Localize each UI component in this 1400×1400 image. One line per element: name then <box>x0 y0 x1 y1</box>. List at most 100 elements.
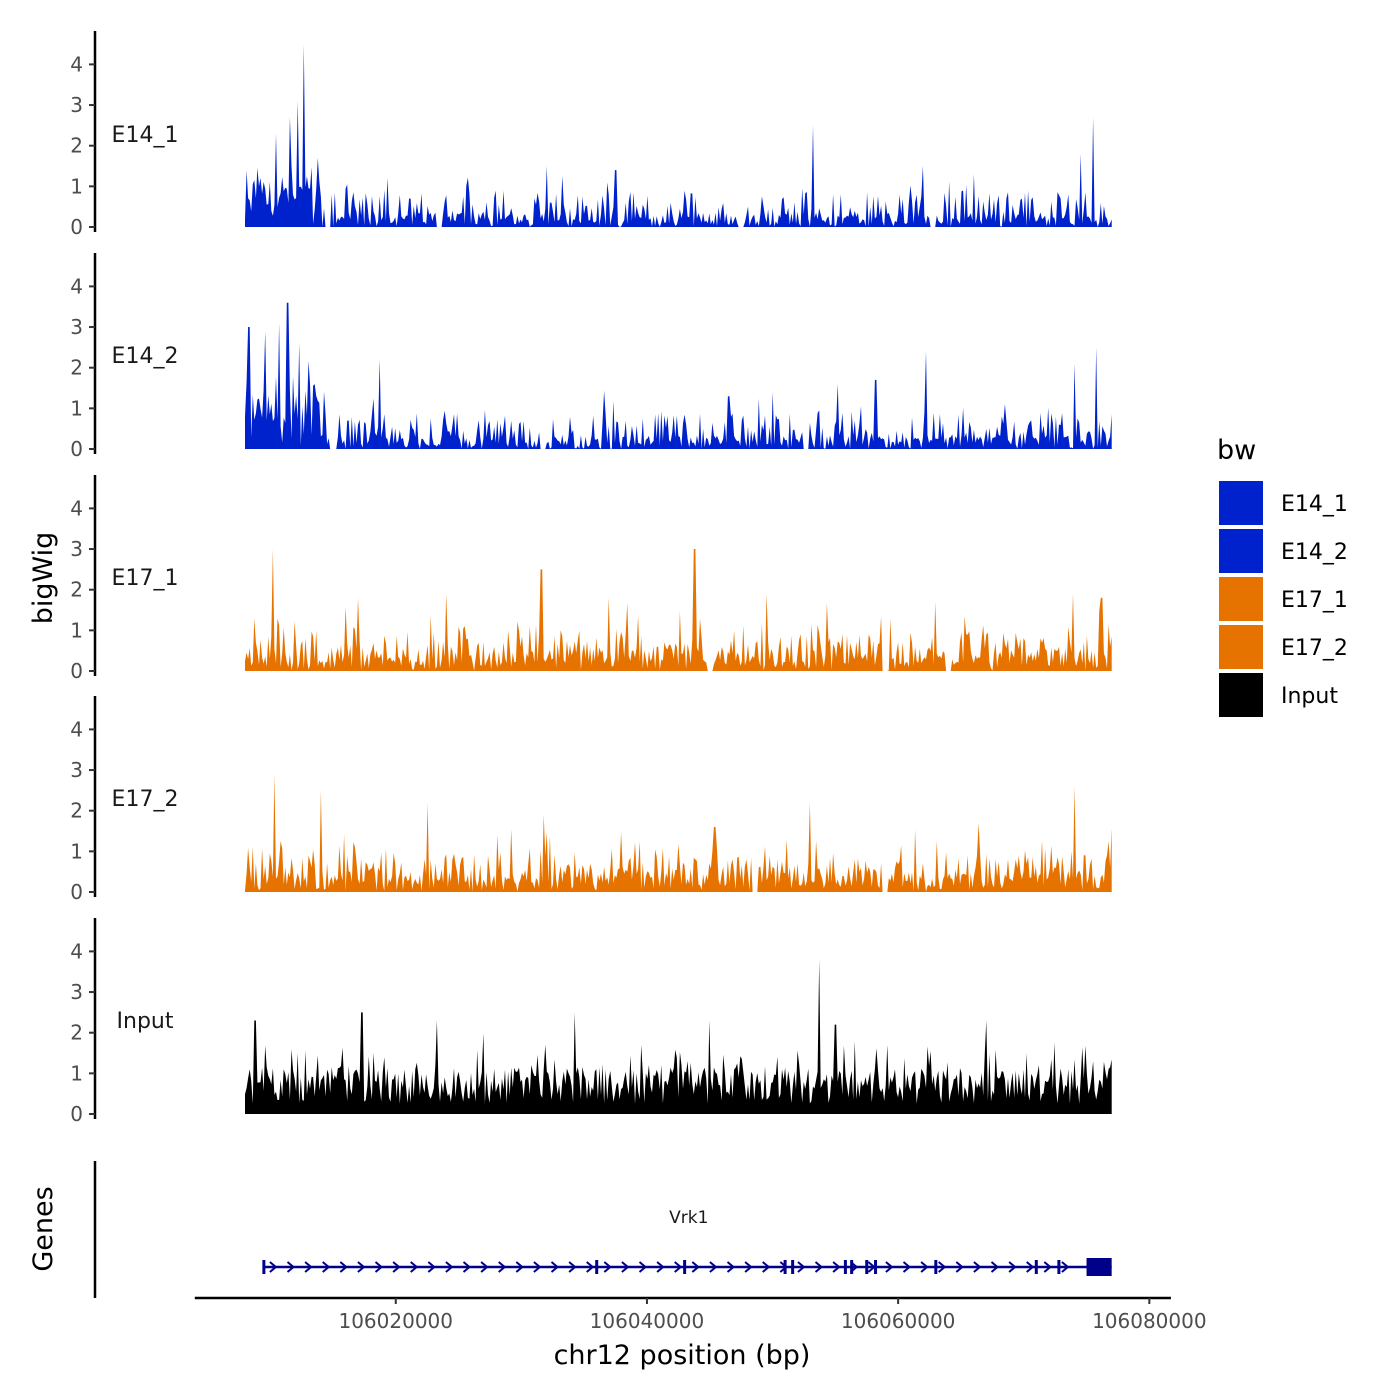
strand-arrow <box>1008 1261 1017 1273</box>
y-tick-label: 2 <box>70 799 83 823</box>
legend-label: E14_2 <box>1281 540 1348 565</box>
y-tick-label: 4 <box>70 939 83 963</box>
y-tick-label: 3 <box>70 758 83 782</box>
track-label: E17_1 <box>112 566 179 591</box>
strand-arrow <box>990 1261 1000 1273</box>
strand-arrow <box>621 1261 630 1273</box>
strand-arrow <box>938 1261 947 1273</box>
strand-arrow <box>709 1261 718 1273</box>
exon <box>1057 1260 1061 1274</box>
track-Input: 0 1 2 3 4 Input <box>70 918 1112 1126</box>
strand-arrow <box>744 1261 753 1273</box>
strand-arrow <box>304 1261 313 1273</box>
legend-label: E14_1 <box>1281 492 1348 517</box>
strand-arrow <box>656 1261 665 1273</box>
x-tick-label: 106060000 <box>841 1309 956 1333</box>
strand-arrow <box>1043 1261 1052 1273</box>
gene-cds-block <box>1086 1258 1112 1276</box>
gene-name: Vrk1 <box>669 1208 708 1228</box>
y-tick-label: 4 <box>70 496 83 520</box>
y-tick-label: 0 <box>70 659 83 683</box>
x-axis: 106020000 106040000 106060000 106080000 <box>194 1296 1207 1333</box>
legend-title: bw <box>1217 435 1256 466</box>
strand-arrow <box>410 1261 419 1273</box>
strand-arrow <box>498 1261 507 1273</box>
x-tick-label: 106080000 <box>1092 1309 1207 1333</box>
exon <box>850 1260 854 1274</box>
track-label: E14_2 <box>112 344 179 369</box>
y-tick-label: 3 <box>70 93 83 117</box>
y-tick-label: 2 <box>70 134 83 158</box>
exon <box>865 1260 869 1274</box>
strand-arrow <box>357 1261 366 1273</box>
coverage-area-E17_2 <box>245 774 1112 892</box>
y-tick-label: 1 <box>70 174 83 198</box>
track-E14_1: 0 1 2 3 4 E14_1 <box>70 31 1112 239</box>
exon <box>1034 1260 1038 1274</box>
genes-panel: Vrk1 <box>93 1161 1112 1298</box>
x-tick-label: 106020000 <box>338 1309 453 1333</box>
y-tick-label: 2 <box>70 1021 83 1045</box>
strand-arrow <box>445 1261 454 1273</box>
exon <box>791 1260 795 1274</box>
y-tick-label: 4 <box>70 717 83 741</box>
legend-label: E17_2 <box>1281 636 1348 661</box>
strand-arrow <box>427 1261 436 1273</box>
y-tick-label: 3 <box>70 980 83 1004</box>
strand-arrow <box>392 1261 401 1273</box>
strand-arrow <box>691 1261 700 1273</box>
strand-arrow <box>726 1261 736 1273</box>
y-axis-title: bigWig <box>28 532 59 625</box>
legend-swatch-Input <box>1219 673 1263 717</box>
y-tick-label: 0 <box>70 1102 83 1126</box>
strand-arrow <box>374 1261 384 1273</box>
strand-arrow <box>550 1261 560 1273</box>
tracks-group: 0 1 2 3 4 E14_1 0 1 2 3 4 E14_2 0 1 2 3 4 E17_1 0 1 2 3 4 E17_2… <box>70 31 1112 1126</box>
legend-swatch-E17_1 <box>1219 577 1263 621</box>
legend-label: E17_1 <box>1281 588 1348 613</box>
y-tick-label: 2 <box>70 578 83 602</box>
y-tick-label: 3 <box>70 315 83 339</box>
strand-arrow <box>462 1261 472 1273</box>
strand-arrow <box>638 1261 648 1273</box>
exon <box>934 1260 938 1274</box>
strand-arrow <box>568 1261 577 1273</box>
genes-axis-title: Genes <box>28 1186 59 1271</box>
track-label: E14_1 <box>112 123 179 148</box>
y-tick-label: 0 <box>70 880 83 904</box>
strand-arrow <box>1026 1261 1035 1273</box>
strand-arrow <box>603 1261 612 1273</box>
track-E17_1: 0 1 2 3 4 E17_1 <box>70 475 1112 683</box>
strand-arrow <box>1061 1261 1070 1273</box>
strand-arrow <box>973 1261 982 1273</box>
strand-arrow <box>920 1261 929 1273</box>
strand-arrow <box>885 1261 894 1273</box>
exon <box>262 1260 266 1274</box>
exon <box>783 1260 787 1274</box>
y-tick-label: 3 <box>70 537 83 561</box>
legend-swatch-E14_2 <box>1219 529 1263 573</box>
strand-arrow <box>814 1261 824 1273</box>
coverage-area-Input <box>245 959 1112 1114</box>
track-label: E17_2 <box>112 787 179 812</box>
exon <box>874 1260 878 1274</box>
coverage-area-E14_1 <box>245 44 1112 227</box>
strand-arrow <box>762 1261 771 1273</box>
y-tick-label: 0 <box>70 437 83 461</box>
track-E14_2: 0 1 2 3 4 E14_2 <box>70 253 1112 461</box>
y-tick-label: 0 <box>70 215 83 239</box>
y-tick-label: 4 <box>70 52 83 76</box>
strand-arrow <box>902 1261 912 1273</box>
legend-swatch-E14_1 <box>1219 481 1263 525</box>
strand-arrow <box>533 1261 542 1273</box>
coverage-area-E17_1 <box>245 549 1112 671</box>
strand-arrow <box>322 1261 331 1273</box>
strand-arrow <box>269 1261 278 1273</box>
legend-swatch-E17_2 <box>1219 625 1263 669</box>
strand-arrow <box>586 1261 595 1273</box>
strand-arrow <box>797 1261 806 1273</box>
exon <box>843 1260 847 1274</box>
exon <box>683 1260 687 1274</box>
strand-arrow <box>515 1261 524 1273</box>
